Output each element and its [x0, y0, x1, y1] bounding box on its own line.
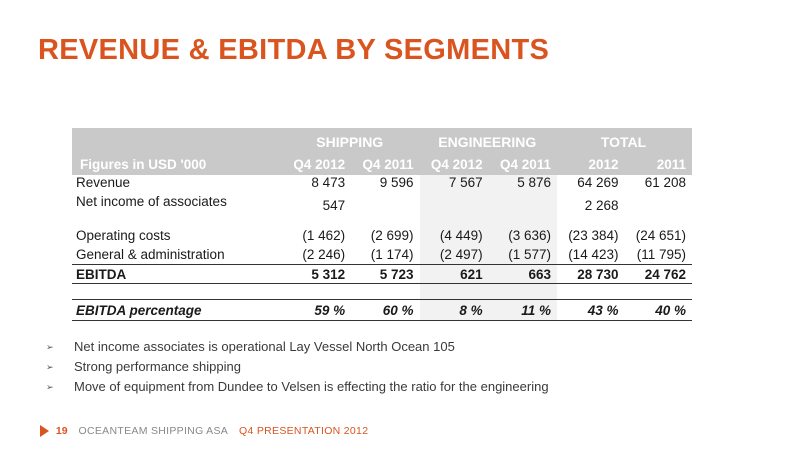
- page-title: REVENUE & EBITDA BY SEGMENTS: [38, 34, 550, 66]
- cell: 621: [419, 264, 489, 284]
- cell: [419, 194, 489, 213]
- cell: (3 636): [488, 226, 557, 245]
- cell: [488, 194, 557, 213]
- header-blank: [72, 128, 282, 153]
- cell: (1 462): [282, 226, 352, 245]
- cell: 59 %: [282, 299, 352, 321]
- row-label: General & administration: [76, 247, 225, 262]
- list-item: ➢ Net income associates is operational L…: [46, 337, 549, 357]
- list-item: ➢ Strong performance shipping: [46, 357, 549, 377]
- spacer-row: [72, 213, 692, 226]
- presentation-name: Q4 PRESENTATION 2012: [239, 425, 369, 437]
- table-row-operating-costs: Operating costs (1 462) (2 699) (4 449) …: [72, 226, 692, 245]
- row-label: EBITDA: [72, 264, 282, 284]
- col-shipping-q4-2011: Q4 2011: [351, 153, 420, 175]
- bullet-text: Strong performance shipping: [74, 359, 241, 374]
- row-label: Net income of associates: [76, 194, 227, 209]
- cell: 5 876: [488, 175, 557, 194]
- group-engineering: ENGINEERING: [419, 128, 557, 153]
- cell: (2 246): [282, 245, 352, 265]
- label-header: Figures in USD '000: [72, 153, 282, 175]
- table-row-general-admin: General & administration (2 246) (1 174)…: [72, 245, 692, 265]
- cell: 61 208: [624, 175, 692, 194]
- footer: 19 OCEANTEAM SHIPPING ASA Q4 PRESENTATIO…: [40, 425, 369, 438]
- table-row-revenue: Revenue 8 473 9 596 7 567 5 876 64 269 6…: [72, 175, 692, 194]
- cell: 5 723: [351, 264, 420, 284]
- table-row-ebitda: EBITDA 5 312 5 723 621 663 28 730 24 762: [72, 264, 692, 284]
- column-header-row: Figures in USD '000 Q4 2012 Q4 2011 Q4 2…: [72, 153, 692, 175]
- group-total: TOTAL: [557, 128, 692, 153]
- list-item: ➢ Move of equipment from Dundee to Velse…: [46, 377, 549, 397]
- segments-table: SHIPPING ENGINEERING TOTAL Figures in US…: [72, 128, 692, 321]
- cell: (24 651): [624, 226, 692, 245]
- spacer-row: [72, 283, 692, 300]
- cell: (1 577): [488, 245, 557, 265]
- page-number: 19: [55, 425, 68, 437]
- cell: (4 449): [419, 226, 489, 245]
- row-label: EBITDA percentage: [72, 299, 282, 321]
- cell: 11 %: [488, 299, 557, 321]
- col-total-2012: 2012: [557, 153, 625, 175]
- triangle-icon: [40, 425, 49, 438]
- row-label: Revenue: [76, 175, 131, 190]
- cell: (2 699): [351, 226, 420, 245]
- col-total-2011: 2011: [624, 153, 692, 175]
- cell: 547: [282, 194, 352, 213]
- table-row-ebitda-percentage: EBITDA percentage 59 % 60 % 8 % 11 % 43 …: [72, 299, 692, 321]
- cell: 43 %: [557, 299, 625, 321]
- bullet-list: ➢ Net income associates is operational L…: [46, 337, 549, 397]
- cell: [351, 194, 420, 213]
- cell: 7 567: [419, 175, 489, 194]
- cell: 2 268: [557, 194, 625, 213]
- cell: 64 269: [557, 175, 625, 194]
- cell: (2 497): [419, 245, 489, 265]
- col-engineering-q4-2011: Q4 2011: [488, 153, 557, 175]
- cell: 28 730: [557, 264, 625, 284]
- cell: 60 %: [351, 299, 420, 321]
- cell: 5 312: [282, 264, 352, 284]
- col-engineering-q4-2012: Q4 2012: [419, 153, 489, 175]
- cell: 8 473: [282, 175, 352, 194]
- group-header-row: SHIPPING ENGINEERING TOTAL: [72, 128, 692, 153]
- table-row-associates: Net income of associates 547 2 268: [72, 194, 692, 213]
- group-shipping: SHIPPING: [282, 128, 420, 153]
- bullet-text: Move of equipment from Dundee to Velsen …: [74, 379, 549, 394]
- cell: 9 596: [351, 175, 420, 194]
- cell: 663: [488, 264, 557, 284]
- bullet-text: Net income associates is operational Lay…: [74, 339, 455, 354]
- arrow-bullet-icon: ➢: [46, 342, 54, 352]
- company-name: OCEANTEAM SHIPPING ASA: [78, 425, 229, 437]
- col-shipping-q4-2012: Q4 2012: [282, 153, 352, 175]
- cell: (23 384): [557, 226, 625, 245]
- cell: (11 795): [624, 245, 692, 265]
- arrow-bullet-icon: ➢: [46, 362, 54, 372]
- cell: 24 762: [624, 264, 692, 284]
- row-label: Operating costs: [76, 228, 171, 243]
- arrow-bullet-icon: ➢: [46, 382, 54, 392]
- cell: 8 %: [419, 299, 489, 321]
- cell: (1 174): [351, 245, 420, 265]
- cell: 40 %: [624, 299, 692, 321]
- cell: [624, 194, 692, 213]
- cell: (14 423): [557, 245, 625, 265]
